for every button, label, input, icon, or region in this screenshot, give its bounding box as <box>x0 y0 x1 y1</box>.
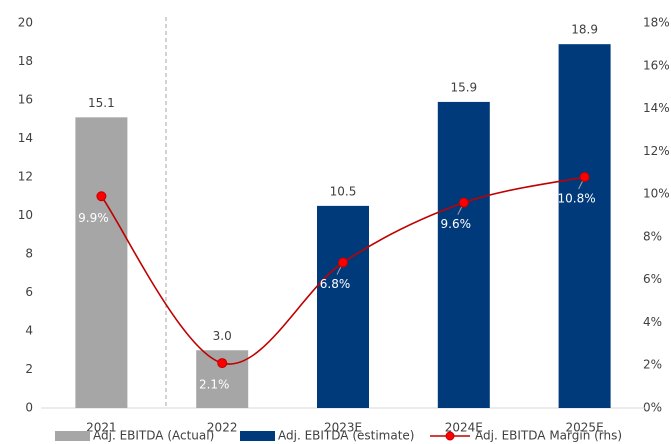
x-tick-label: 2022 <box>207 421 238 435</box>
y-tick-label: 0 <box>25 401 33 415</box>
legend-label: Adj. EBITDA (Actual) <box>93 429 214 443</box>
y-tick-label: 18 <box>18 54 33 68</box>
y2-tick-label: 0% <box>643 401 662 415</box>
y2-tick-label: 8% <box>643 229 662 243</box>
y-tick-label: 16 <box>18 93 33 107</box>
y2-tick-label: 18% <box>643 16 670 30</box>
bar <box>317 205 369 408</box>
y-tick-label: 2 <box>25 362 33 376</box>
legend-swatch <box>55 431 90 441</box>
bar <box>75 117 128 408</box>
bar-value-label: 15.1 <box>88 96 115 110</box>
y-tick-label: 4 <box>25 324 33 338</box>
y-tick-label: 8 <box>25 247 33 261</box>
legend-swatch <box>240 431 275 441</box>
margin-value-label: 6.8% <box>320 277 351 291</box>
legend-label: Adj. EBITDA Margin (rhs) <box>475 429 622 443</box>
margin-marker <box>458 197 469 208</box>
margin-marker <box>579 172 590 182</box>
bar-value-label: 18.9 <box>571 23 598 37</box>
bar-value-label: 15.9 <box>450 80 477 94</box>
y-tick-label: 14 <box>18 131 33 145</box>
margin-marker <box>96 191 107 202</box>
legend-label: Adj. EBITDA (estimate) <box>278 429 414 443</box>
bar-value-label: 3.0 <box>213 329 232 343</box>
margin-line <box>100 176 585 365</box>
y2-tick-label: 10% <box>643 187 670 201</box>
y-tick-label: 10 <box>18 208 33 222</box>
y-tick-label: 12 <box>18 170 33 184</box>
margin-value-label: 2.1% <box>199 378 230 392</box>
bar-value-label: 10.5 <box>330 184 357 198</box>
margin-value-label: 9.9% <box>78 211 109 225</box>
y2-tick-label: 6% <box>643 272 662 286</box>
y-tick-label: 6 <box>25 285 33 299</box>
y2-tick-label: 2% <box>643 358 662 372</box>
x-tick-label: 2023E <box>324 421 362 435</box>
y2-tick-label: 12% <box>643 144 670 158</box>
y2-tick-label: 14% <box>643 101 670 115</box>
x-tick-label: 2025E <box>566 421 604 435</box>
margin-marker <box>217 358 228 369</box>
bar <box>437 101 490 409</box>
x-tick-label: 2024E <box>445 421 483 435</box>
y2-tick-label: 4% <box>643 315 662 329</box>
legend-marker <box>445 431 455 441</box>
margin-value-label: 10.8% <box>558 192 596 206</box>
y2-tick-label: 16% <box>643 58 670 72</box>
margin-marker <box>338 257 348 268</box>
bar <box>558 44 611 409</box>
y-tick-label: 20 <box>18 16 33 30</box>
x-tick-label: 2021 <box>86 421 117 435</box>
margin-value-label: 9.6% <box>441 217 472 231</box>
